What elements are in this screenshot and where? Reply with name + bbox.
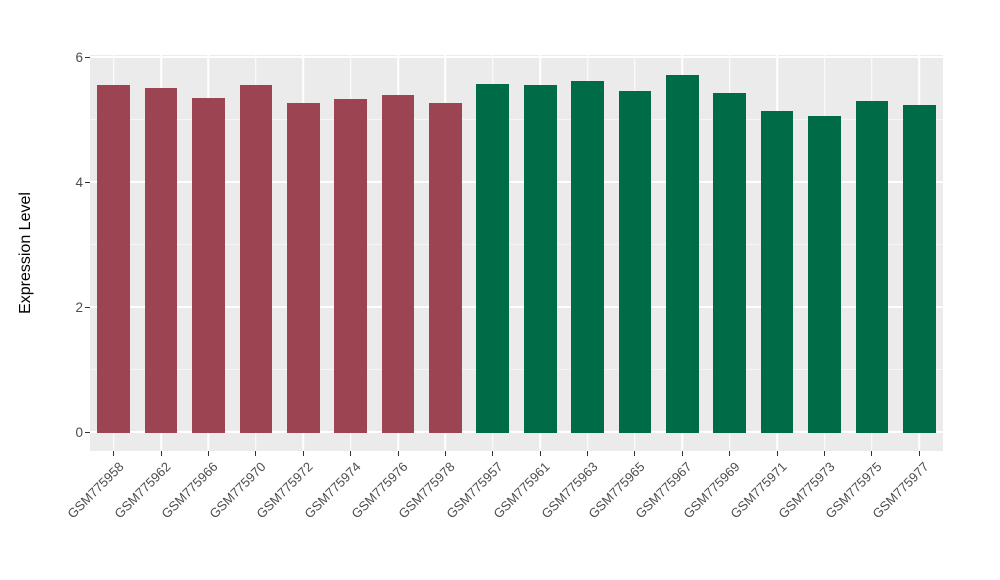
gridline-minor: [90, 244, 943, 246]
x-tick-mark: [160, 451, 162, 456]
bar-GSM775969: [713, 92, 747, 433]
x-tick-mark: [587, 451, 589, 456]
bar-GSM775971: [760, 111, 794, 433]
bar-GSM775970: [239, 84, 273, 433]
x-tick-mark: [113, 451, 115, 456]
x-tick-label: GSM775971: [727, 459, 790, 522]
bar-GSM775957: [476, 83, 510, 433]
x-tick-label: GSM775977: [869, 459, 932, 522]
x-tick-label: GSM775957: [443, 459, 506, 522]
y-tick-label: 0: [75, 424, 83, 440]
gridline-major: [90, 56, 943, 58]
y-tick-label: 4: [75, 174, 83, 190]
x-tick-mark: [207, 451, 209, 456]
bar-GSM775962: [144, 87, 178, 433]
y-tick-label: 6: [75, 49, 83, 65]
gridline-minor: [90, 369, 943, 371]
x-tick-mark: [444, 451, 446, 456]
x-tick-label: GSM775969: [680, 459, 743, 522]
x-tick-mark: [729, 451, 731, 456]
x-tick-label: GSM775963: [537, 459, 601, 522]
bar-GSM775977: [902, 104, 936, 433]
x-tick-mark: [681, 451, 683, 456]
x-tick-mark: [824, 451, 826, 456]
x-tick-mark: [634, 451, 636, 456]
x-tick-label: GSM775961: [490, 459, 553, 522]
x-tick-label: GSM775975: [822, 459, 885, 522]
x-tick-label: GSM775973: [774, 459, 838, 522]
x-tick-label: GSM775972: [253, 459, 316, 522]
x-tick-label: GSM775962: [111, 459, 174, 522]
bar-GSM775966: [192, 98, 225, 433]
x-tick-mark: [776, 451, 778, 456]
bar-GSM775965: [618, 90, 652, 433]
bar-GSM775975: [855, 100, 889, 433]
x-tick-mark: [302, 451, 304, 456]
x-tick-mark: [539, 451, 541, 456]
x-tick-label: GSM775958: [64, 459, 127, 522]
x-tick-label: GSM775966: [158, 459, 222, 522]
x-tick-mark: [397, 451, 399, 456]
bar-GSM775978: [429, 102, 462, 433]
y-axis-title: Expression Level: [17, 192, 34, 314]
x-tick-label: GSM775976: [348, 459, 411, 522]
bar-GSM775972: [286, 102, 320, 433]
y-tick-label: 2: [75, 299, 83, 315]
x-tick-mark: [918, 451, 920, 456]
x-tick-label: GSM775974: [301, 459, 364, 522]
x-tick-mark: [871, 451, 873, 456]
x-tick-label: GSM775970: [206, 459, 269, 522]
bar-GSM775974: [334, 98, 367, 433]
gridline-major: [90, 306, 943, 308]
bar-GSM775958: [97, 84, 131, 433]
bar-GSM775973: [808, 115, 841, 433]
bar-GSM775976: [381, 94, 415, 433]
bar-GSM775963: [571, 81, 604, 433]
gridline-major: [90, 181, 943, 183]
x-tick-label: GSM775965: [585, 459, 648, 522]
x-tick-mark: [255, 451, 257, 456]
x-tick-mark: [492, 451, 494, 456]
bar-GSM775961: [523, 84, 557, 433]
plot-panel: [90, 55, 943, 451]
bar-GSM775967: [666, 74, 699, 433]
x-tick-mark: [350, 451, 352, 456]
x-tick-label: GSM775967: [632, 459, 695, 522]
gridline-major: [90, 431, 943, 433]
x-tick-label: GSM775978: [395, 459, 459, 522]
gridline-minor: [90, 119, 943, 121]
